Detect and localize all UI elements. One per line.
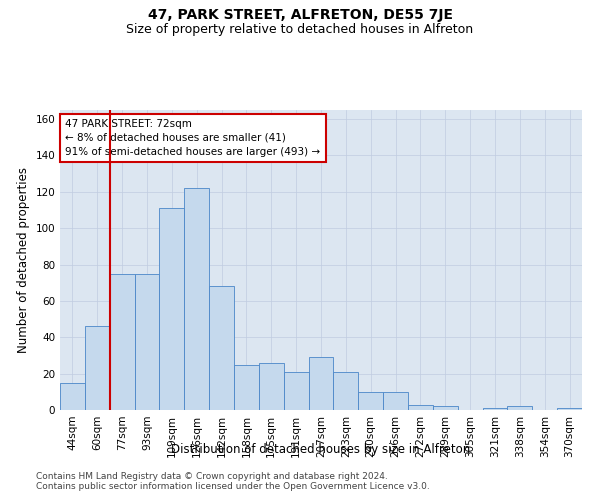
Text: 47 PARK STREET: 72sqm
← 8% of detached houses are smaller (41)
91% of semi-detac: 47 PARK STREET: 72sqm ← 8% of detached h… bbox=[65, 119, 320, 157]
Text: Distribution of detached houses by size in Alfreton: Distribution of detached houses by size … bbox=[172, 442, 470, 456]
Bar bbox=[383, 392, 408, 410]
Y-axis label: Number of detached properties: Number of detached properties bbox=[17, 167, 30, 353]
Bar bbox=[358, 392, 383, 410]
Bar bbox=[508, 406, 532, 410]
Bar bbox=[308, 358, 334, 410]
Bar bbox=[160, 208, 184, 410]
Bar bbox=[408, 404, 433, 410]
Bar bbox=[234, 364, 259, 410]
Bar bbox=[85, 326, 110, 410]
Text: Contains HM Land Registry data © Crown copyright and database right 2024.: Contains HM Land Registry data © Crown c… bbox=[36, 472, 388, 481]
Text: Contains public sector information licensed under the Open Government Licence v3: Contains public sector information licen… bbox=[36, 482, 430, 491]
Text: Size of property relative to detached houses in Alfreton: Size of property relative to detached ho… bbox=[127, 22, 473, 36]
Bar bbox=[209, 286, 234, 410]
Bar bbox=[184, 188, 209, 410]
Bar bbox=[557, 408, 582, 410]
Bar bbox=[284, 372, 308, 410]
Bar bbox=[110, 274, 134, 410]
Bar bbox=[60, 382, 85, 410]
Bar bbox=[482, 408, 508, 410]
Bar bbox=[259, 362, 284, 410]
Bar bbox=[134, 274, 160, 410]
Text: 47, PARK STREET, ALFRETON, DE55 7JE: 47, PARK STREET, ALFRETON, DE55 7JE bbox=[148, 8, 452, 22]
Bar bbox=[433, 406, 458, 410]
Bar bbox=[334, 372, 358, 410]
